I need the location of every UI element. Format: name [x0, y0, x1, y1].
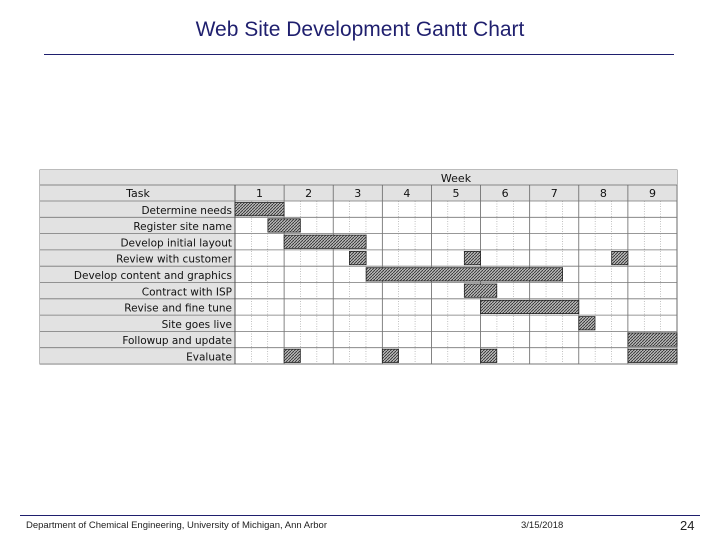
slide-title: Web Site Development Gantt Chart	[195, 18, 525, 41]
footer-date: 3/15/2018	[521, 520, 564, 531]
week-tick-label: 4	[403, 187, 410, 200]
week-header-label: Week	[441, 172, 472, 185]
task-label: Revise and fine tune	[124, 303, 232, 315]
page-number: 24	[680, 518, 695, 533]
task-bar	[480, 348, 498, 363]
task-label: Followup and update	[122, 335, 232, 347]
task-label: Develop content and graphics	[74, 270, 232, 282]
task-bar	[627, 332, 678, 347]
title-rule	[44, 54, 674, 55]
task-bar	[463, 250, 481, 266]
task-bar	[365, 267, 563, 282]
task-bar	[627, 348, 678, 363]
task-bar	[578, 316, 596, 331]
week-tick-label: 9	[649, 187, 656, 200]
week-tick-label: 7	[551, 187, 558, 200]
footer-department: Department of Chemical Engineering, Univ…	[26, 520, 327, 531]
week-tick-label: 2	[305, 187, 312, 200]
header-week-band	[40, 170, 677, 185]
task-bar	[283, 234, 367, 249]
week-tick-label: 5	[453, 187, 460, 200]
task-bar	[349, 250, 367, 266]
task-bar	[234, 202, 285, 217]
week-tick-label: 3	[354, 187, 361, 200]
task-bar	[463, 283, 498, 298]
task-bar	[283, 348, 301, 363]
task-label: Determine needs	[141, 205, 232, 217]
task-label: Contract with ISP	[142, 286, 232, 298]
task-bar	[611, 250, 629, 266]
task-label: Site goes live	[162, 319, 232, 331]
task-bar	[480, 299, 580, 314]
task-label: Evaluate	[186, 352, 232, 364]
week-tick-label: 6	[502, 187, 509, 200]
task-header-label: Task	[125, 187, 150, 200]
header-number-band	[40, 185, 677, 201]
footer-rule	[20, 515, 700, 516]
task-label: Register site name	[133, 221, 232, 233]
task-label: Develop initial layout	[120, 237, 232, 249]
week-tick-label: 1	[256, 187, 263, 200]
task-label: Review with customer	[116, 254, 233, 266]
task-bar	[381, 348, 399, 363]
task-bar	[267, 218, 301, 233]
week-tick-label: 8	[600, 187, 607, 200]
